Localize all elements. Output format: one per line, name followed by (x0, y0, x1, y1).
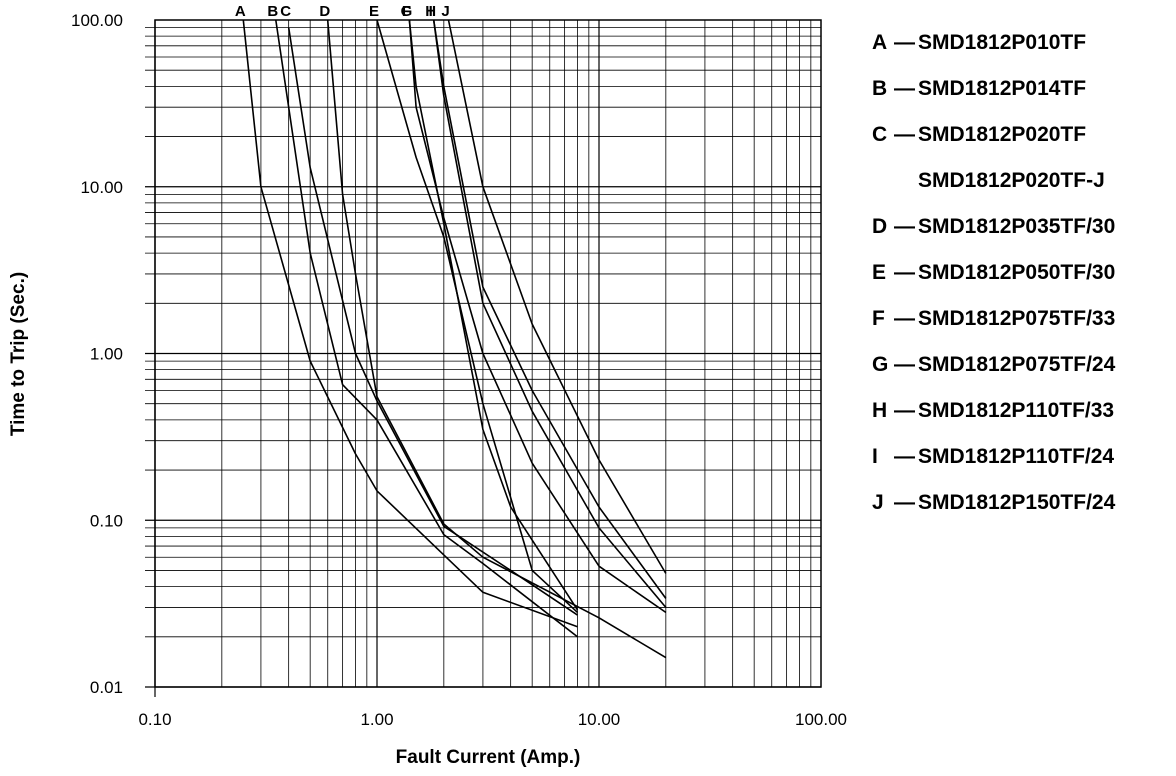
legend-dash: — (894, 215, 915, 238)
grid-lines (145, 20, 821, 688)
trip-curve-d (326, 19, 667, 659)
legend-dash: — (894, 31, 915, 54)
legend-item: A — SMD1812P010TF (872, 20, 1172, 66)
y-axis-title: Time to Trip (Sec.) (8, 272, 29, 436)
x-tick-labels: 0.10 1.00 10.00 100.00 (138, 710, 847, 729)
legend-item: E — SMD1812P050TF/30 (872, 250, 1172, 296)
legend-letter: H (872, 399, 888, 422)
trip-curve-b (275, 19, 578, 638)
legend-item: I — SMD1812P110TF/24 (872, 434, 1172, 480)
trip-curve-f (408, 19, 579, 611)
legend-part-number: SMD1812P035TF/30 (918, 215, 1116, 238)
legend-part-number: SMD1812P020TF (918, 123, 1087, 146)
y-tick-label: 1.00 (90, 345, 123, 364)
curve-tag-e: E (369, 3, 379, 20)
curve-tags: A B C D E FG HI J (235, 3, 450, 20)
plot-frame (154, 19, 822, 697)
trip-curve-h (432, 19, 667, 599)
x-tick-label: 0.10 (138, 710, 171, 729)
legend-part-number: SMD1812P110TF/33 (918, 399, 1115, 422)
legend-item: F — SMD1812P075TF/33 (872, 296, 1172, 342)
y-tick-label: 100.00 (71, 11, 123, 30)
legend-item: H — SMD1812P110TF/33 (872, 388, 1172, 434)
curve-tag-a: A (235, 3, 246, 20)
legend: A — SMD1812P010TF B — SMD1812P014TF C — SMD1812P… (872, 20, 1172, 526)
legend-part-number: SMD1812P075TF/33 (918, 307, 1116, 330)
curve-tag-i: I (429, 3, 433, 20)
curve-tag-b: B (267, 3, 278, 20)
plot-border (154, 19, 822, 688)
y-tick-label: 10.00 (80, 178, 123, 197)
legend-part-number: SMD1812P020TF-J (918, 169, 1105, 192)
legend-item: C — SMD1812P020TF (872, 112, 1172, 158)
legend-letter: A (872, 31, 888, 54)
legend-item: B — SMD1812P014TF (872, 66, 1172, 112)
legend-letter: D (872, 215, 888, 238)
trip-time-chart: A B C D E FG HI J 0.10 1.00 10.00 100.00 0.01 0.10 1… (8, 3, 847, 768)
legend-item: J — SMD1812P150TF/24 (872, 480, 1172, 526)
legend-dash: — (894, 491, 915, 514)
curve-tag-h: H (425, 3, 436, 20)
legend-letter: F (872, 307, 885, 330)
y-tick-label: 0.10 (90, 511, 123, 530)
legend-item: SMD1812P020TF-J (872, 158, 1172, 204)
y-tick-label: 0.01 (90, 678, 123, 697)
y-tick-labels: 0.01 0.10 1.00 10.00 100.00 (71, 11, 123, 697)
legend-letter: I (872, 445, 878, 468)
curve-tag-f: F (402, 3, 411, 20)
legend-part-number: SMD1812P110TF/24 (918, 445, 1115, 468)
curve-tag-j: J (441, 3, 449, 20)
trip-curve-e (376, 19, 579, 613)
legend-dash: — (894, 77, 915, 100)
x-tick-label: 10.00 (578, 710, 621, 729)
curve-tag-c: C (280, 3, 291, 20)
legend-dash: — (894, 399, 915, 422)
legend-dash: — (894, 261, 915, 284)
trip-curve-j (447, 19, 667, 574)
trip-curve-c (287, 27, 578, 616)
legend-item: D — SMD1812P035TF/30 (872, 204, 1172, 250)
legend-letter: C (872, 123, 888, 146)
legend-part-number: SMD1812P010TF (918, 31, 1087, 54)
trip-curves (242, 19, 667, 659)
legend-letter: G (872, 353, 889, 376)
curve-tag-d: D (319, 3, 330, 20)
trip-curve-i (432, 19, 667, 608)
trip-curve-g (408, 19, 667, 614)
legend-letter: J (872, 491, 884, 514)
x-axis-title: Fault Current (Amp.) (396, 747, 581, 768)
legend-part-number: SMD1812P150TF/24 (918, 491, 1116, 514)
legend-item: G — SMD1812P075TF/24 (872, 342, 1172, 388)
legend-letter: B (872, 77, 888, 100)
curve-tag-g: G (401, 3, 413, 20)
x-tick-label: 100.00 (795, 710, 847, 729)
legend-dash: — (894, 445, 915, 468)
x-tick-label: 1.00 (360, 710, 393, 729)
legend-letter: E (872, 261, 887, 284)
legend-dash: — (894, 353, 915, 376)
legend-part-number: SMD1812P050TF/30 (918, 261, 1116, 284)
legend-part-number: SMD1812P075TF/24 (918, 353, 1116, 376)
legend-part-number: SMD1812P014TF (918, 77, 1087, 100)
legend-dash: — (894, 307, 915, 330)
legend-dash: — (894, 123, 915, 146)
trip-curve-a (242, 19, 578, 628)
